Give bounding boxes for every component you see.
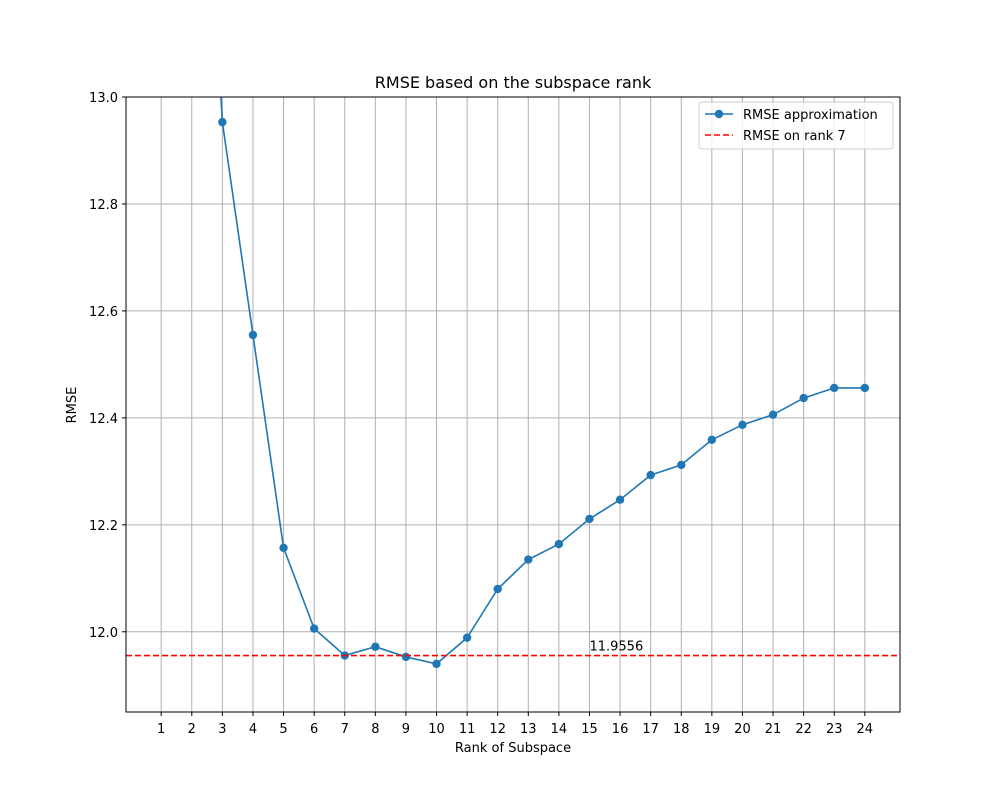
data-point — [493, 584, 502, 594]
data-line — [220, 97, 865, 665]
x-tick-label: 7 — [341, 722, 349, 737]
y-axis-label: RMSE — [65, 387, 80, 424]
x-tick-label: 18 — [673, 722, 690, 737]
legend-label: RMSE approximation — [743, 108, 878, 123]
x-tick-label: 12 — [489, 722, 506, 737]
data-point — [248, 330, 258, 340]
data-point — [462, 633, 472, 642]
x-tick-label: 13 — [520, 722, 537, 737]
y-tick-label: 12.4 — [89, 412, 118, 427]
legend-box — [698, 101, 894, 150]
data-point — [279, 543, 288, 553]
x-tick-label: 4 — [249, 722, 257, 737]
data-point — [615, 495, 625, 504]
x-tick-label: 14 — [551, 722, 568, 737]
data-point — [768, 410, 778, 419]
data-point — [432, 659, 441, 669]
x-tick-label: 6 — [310, 722, 318, 737]
x-tick-label: 11 — [459, 722, 476, 737]
x-tick-label: 16 — [612, 722, 629, 737]
data-point — [799, 393, 808, 403]
x-tick-label: 1 — [157, 722, 165, 737]
x-tick-label: 22 — [795, 722, 812, 737]
legend-label: RMSE on rank 7 — [743, 129, 846, 144]
annotation: 11.9556 — [589, 640, 643, 655]
data-point — [309, 624, 319, 633]
x-tick-label: 5 — [279, 722, 287, 737]
data-point — [524, 555, 533, 564]
x-tick-label: 15 — [581, 722, 598, 737]
x-axis-label: Rank of Subspace — [455, 741, 571, 756]
data-point — [218, 117, 227, 127]
y-tick-label: 12.2 — [89, 519, 118, 534]
data-point — [401, 652, 411, 662]
data-point — [707, 435, 717, 444]
y-tick-label: 12.0 — [89, 626, 118, 641]
plot-area — [126, 97, 900, 669]
x-tick-label: 20 — [734, 722, 751, 737]
x-tick-label: 23 — [826, 722, 843, 737]
legend-marker — [714, 109, 724, 119]
chart-title: RMSE based on the subspace rank — [375, 73, 652, 92]
data-point — [677, 460, 686, 470]
data-point — [860, 383, 870, 393]
x-tick-label: 21 — [765, 722, 782, 737]
data-point — [554, 539, 564, 549]
x-tick-label: 2 — [188, 722, 196, 737]
x-tick-label: 17 — [642, 722, 659, 737]
data-point — [371, 642, 380, 651]
y-tick-label: 12.8 — [89, 198, 118, 213]
y-tick-label: 13.0 — [89, 91, 118, 106]
data-point — [646, 470, 655, 480]
x-tick-label: 9 — [402, 722, 410, 737]
data-point — [585, 514, 594, 524]
x-tick-label: 24 — [857, 722, 874, 737]
x-tick-label: 8 — [371, 722, 379, 737]
data-point — [830, 383, 839, 393]
x-tick-label: 19 — [704, 722, 721, 737]
plot-frame — [125, 96, 901, 713]
x-tick-label: 10 — [428, 722, 445, 737]
data-point — [738, 420, 747, 430]
y-tick-label: 12.6 — [89, 305, 118, 320]
x-tick-label: 3 — [218, 722, 226, 737]
